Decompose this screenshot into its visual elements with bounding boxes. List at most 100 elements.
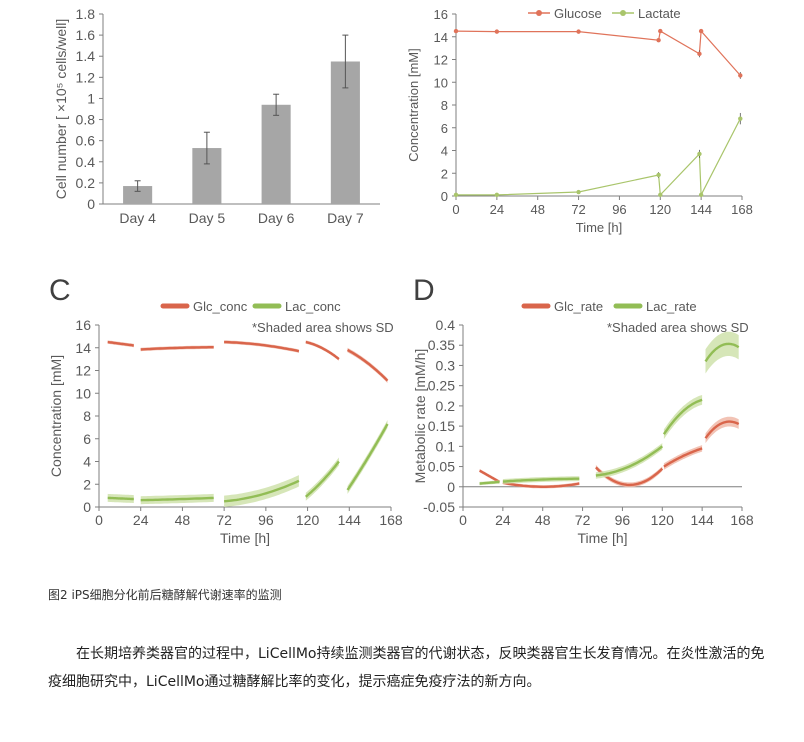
glc_rate-segment <box>663 447 703 468</box>
x-tick-label: 120 <box>649 202 671 217</box>
y-tick-label: 4 <box>441 144 448 159</box>
y-tick-label: 8 <box>441 98 448 113</box>
x-tick-label: 0 <box>452 202 459 217</box>
legend-label-lac_conc: Lac_conc <box>285 299 341 314</box>
x-axis-label: Time [h] <box>577 530 627 546</box>
y-tick-label: 0.4 <box>76 154 96 170</box>
legend-label-lac_rate: Lac_rate <box>646 299 697 314</box>
y-tick-label: 16 <box>434 7 448 22</box>
legend-marker <box>620 10 626 16</box>
y-tick-label: 1.6 <box>76 27 96 43</box>
x-tick-label: 0 <box>95 512 103 528</box>
glucose-point <box>658 28 663 34</box>
figure-panels: 0 0.2 0.4 0.6 0.8 1 1.2 1.4 1.6 1.8 Cell number [ … <box>48 6 754 546</box>
x-tick-label: 144 <box>690 202 712 217</box>
lac_conc-segment <box>140 496 214 502</box>
lac_conc-sd-band <box>305 457 339 501</box>
lac_conc-segment <box>107 496 134 501</box>
x-axis-label: Time [h] <box>220 530 270 546</box>
glc_conc-segment <box>305 340 340 361</box>
y-tick-label: 1.2 <box>76 69 96 85</box>
y-tick-label: 12 <box>75 363 91 379</box>
glc_conc-segment <box>107 340 134 347</box>
glc_conc-segment <box>140 346 214 351</box>
y-tick-label: 1.4 <box>76 48 96 64</box>
x-tick-label: 96 <box>615 512 631 528</box>
lac_rate-sd-band <box>663 395 703 440</box>
glc_rate-sd-band <box>663 445 703 470</box>
x-category-label: Day 7 <box>327 210 364 226</box>
x-category-label: Day 5 <box>189 210 226 226</box>
y-tick-label: 0.15 <box>428 418 455 434</box>
glucose-point <box>656 37 661 43</box>
y-tick-label: 12 <box>434 53 448 68</box>
panel-label: D <box>413 274 435 307</box>
x-tick-label: 48 <box>530 202 544 217</box>
y-tick-label: 8 <box>83 408 91 424</box>
lac_rate-segment <box>704 342 740 363</box>
glucose-line <box>455 29 741 76</box>
x-tick-label: 168 <box>730 512 754 528</box>
y-axis-label: Concentration [mM] <box>48 355 64 477</box>
glucose-point <box>453 28 459 34</box>
lac_rate-segment <box>595 445 664 477</box>
lac_conc-segment <box>304 460 340 498</box>
y-tick-label: 0 <box>87 196 95 212</box>
lac_rate-segment <box>502 477 580 483</box>
x-category-label: Day 4 <box>119 210 156 226</box>
legend-label-glc_conc: Glc_conc <box>193 299 248 314</box>
body-paragraph: 在长期培养类器官的过程中，LiCellMo持续监测类器官的代谢状态，反映类器官生… <box>48 646 765 690</box>
y-tick-label: 10 <box>75 385 91 401</box>
figure-caption: 图2 iPS细胞分化前后糖酵解代谢速率的监测 <box>48 588 282 602</box>
lactate-point <box>453 192 459 198</box>
y-tick-label: 0.6 <box>76 133 96 149</box>
lac_rate-sd-band <box>705 331 739 374</box>
lactate-point <box>576 189 581 195</box>
y-tick-label: 14 <box>434 30 448 45</box>
y-tick-label: 6 <box>441 121 448 136</box>
y-tick-label: 0.2 <box>436 398 456 414</box>
lactate-point <box>656 172 661 178</box>
y-tick-label: 0.2 <box>76 175 96 191</box>
lac_rate-segment <box>662 398 703 435</box>
panel-a-bar-chart: 0 0.2 0.4 0.6 0.8 1 1.2 1.4 1.6 1.8 Cell number [ … <box>53 6 380 226</box>
lactate-point <box>658 192 663 198</box>
legend-marker <box>536 10 542 16</box>
y-tick-label: 2 <box>441 166 448 181</box>
y-tick-label: 0 <box>447 479 455 495</box>
glucose-point <box>738 73 743 78</box>
lactate-point <box>738 116 743 121</box>
x-tick-label: 0 <box>459 512 467 528</box>
x-tick-label: 96 <box>258 512 274 528</box>
y-tick-label: 16 <box>75 317 91 333</box>
sd-note: *Shaded area shows SD <box>607 320 749 335</box>
glucose-point <box>697 51 702 57</box>
legend-label-glucose: Glucose <box>554 6 602 21</box>
x-tick-label: 48 <box>535 512 551 528</box>
y-tick-label: 2 <box>83 476 91 492</box>
lac_conc-segment <box>346 423 389 491</box>
legend-label-glc_rate: Glc_rate <box>554 299 603 314</box>
glc_rate-segment <box>479 469 501 483</box>
lactate-point <box>698 192 704 198</box>
y-tick-label: 0 <box>83 499 91 515</box>
x-category-label: Day 6 <box>258 210 295 226</box>
lac_conc-sd-band <box>224 475 299 507</box>
y-tick-label: -0.05 <box>423 499 455 515</box>
panel-d-area-chart: -0.0500.050.10.150.20.250.30.350.4Metabo… <box>412 274 754 546</box>
y-tick-label: 0.8 <box>76 112 96 128</box>
glucose-point <box>576 29 581 34</box>
glc_rate-segment <box>704 420 740 439</box>
x-tick-label: 24 <box>490 202 504 217</box>
bar-day-6 <box>261 104 291 204</box>
y-tick-label: 0.1 <box>436 438 456 454</box>
y-tick-label: 14 <box>75 340 91 356</box>
y-tick-label: 1 <box>87 90 95 106</box>
y-tick-label: 4 <box>83 454 91 470</box>
y-tick-label: 0.4 <box>436 317 456 333</box>
lac_rate-segment <box>479 480 500 485</box>
y-tick-label: 6 <box>83 431 91 447</box>
x-tick-label: 24 <box>495 512 511 528</box>
